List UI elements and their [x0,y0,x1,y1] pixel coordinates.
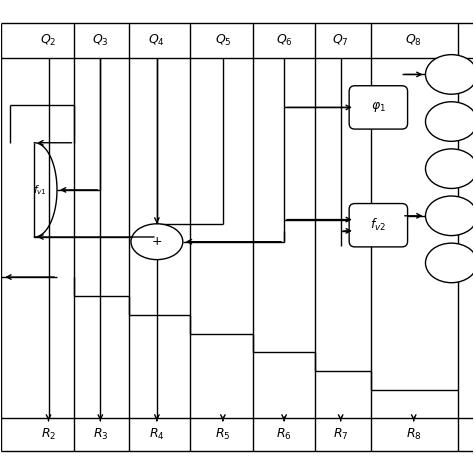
Text: $R_5$: $R_5$ [215,428,231,442]
Text: $Q_3$: $Q_3$ [92,33,109,48]
Text: $Q_4$: $Q_4$ [148,33,165,48]
Ellipse shape [426,196,474,236]
Ellipse shape [426,55,474,94]
Text: $Q_2$: $Q_2$ [40,33,57,48]
Text: $+$: $+$ [151,235,163,248]
Text: $f_{v1}$: $f_{v1}$ [33,183,47,197]
Text: $Q_5$: $Q_5$ [215,33,231,48]
FancyBboxPatch shape [349,86,408,129]
Text: $f_{v2}$: $f_{v2}$ [370,217,386,233]
Text: $R_8$: $R_8$ [406,428,421,442]
Text: $Q_8$: $Q_8$ [405,33,422,48]
Text: $R_7$: $R_7$ [333,428,348,442]
Text: $R_4$: $R_4$ [149,428,165,442]
Text: $R_2$: $R_2$ [41,428,56,442]
Ellipse shape [131,224,183,260]
Ellipse shape [426,149,474,189]
Ellipse shape [426,243,474,283]
Text: $\varphi_1$: $\varphi_1$ [371,100,386,114]
Text: $Q_6$: $Q_6$ [276,33,292,48]
Text: $R_6$: $R_6$ [276,428,292,442]
Text: $R_3$: $R_3$ [92,428,108,442]
Text: $Q_7$: $Q_7$ [332,33,349,48]
FancyBboxPatch shape [349,203,408,247]
Ellipse shape [426,102,474,141]
